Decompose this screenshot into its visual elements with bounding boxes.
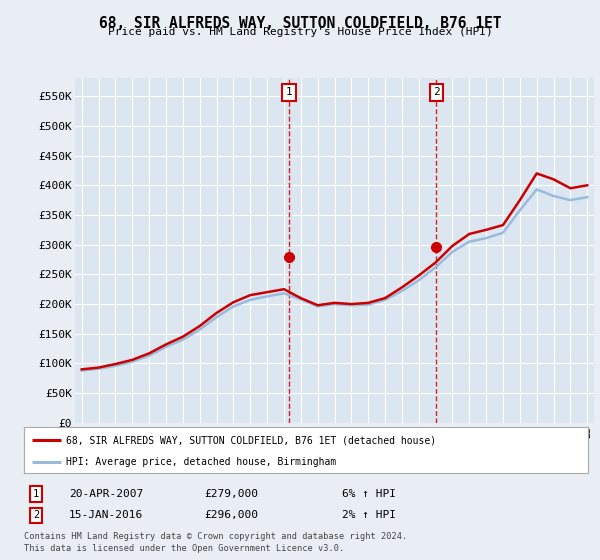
Text: 15-JAN-2016: 15-JAN-2016 xyxy=(69,510,143,520)
Text: HPI: Average price, detached house, Birmingham: HPI: Average price, detached house, Birm… xyxy=(66,457,337,466)
Text: 2: 2 xyxy=(433,87,440,97)
Text: 2% ↑ HPI: 2% ↑ HPI xyxy=(342,510,396,520)
Text: 2: 2 xyxy=(33,510,39,520)
Text: £279,000: £279,000 xyxy=(204,489,258,499)
Text: Price paid vs. HM Land Registry's House Price Index (HPI): Price paid vs. HM Land Registry's House … xyxy=(107,27,493,37)
Text: 68, SIR ALFREDS WAY, SUTTON COLDFIELD, B76 1ET (detached house): 68, SIR ALFREDS WAY, SUTTON COLDFIELD, B… xyxy=(66,435,436,445)
Text: 1: 1 xyxy=(33,489,39,499)
Text: 6% ↑ HPI: 6% ↑ HPI xyxy=(342,489,396,499)
Text: Contains HM Land Registry data © Crown copyright and database right 2024.
This d: Contains HM Land Registry data © Crown c… xyxy=(24,533,407,553)
Text: £296,000: £296,000 xyxy=(204,510,258,520)
Text: 1: 1 xyxy=(286,87,292,97)
Text: 68, SIR ALFREDS WAY, SUTTON COLDFIELD, B76 1ET: 68, SIR ALFREDS WAY, SUTTON COLDFIELD, B… xyxy=(99,16,501,31)
Text: 20-APR-2007: 20-APR-2007 xyxy=(69,489,143,499)
